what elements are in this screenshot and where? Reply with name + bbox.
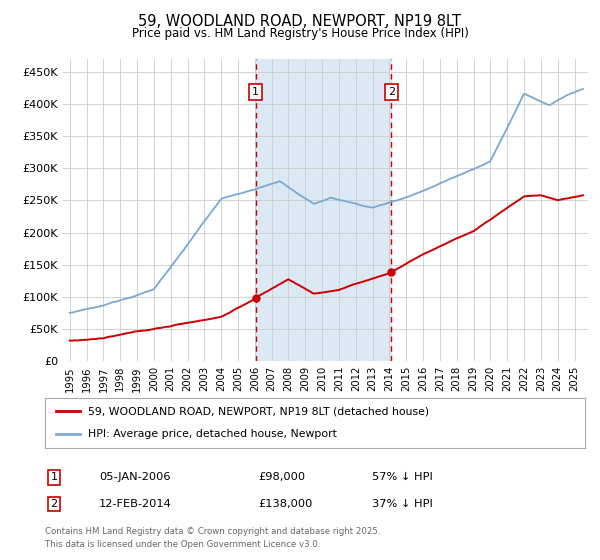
Text: £138,000: £138,000 <box>258 499 313 509</box>
Text: HPI: Average price, detached house, Newport: HPI: Average price, detached house, Newp… <box>88 430 337 440</box>
Bar <box>256 59 391 361</box>
Text: 59, WOODLAND ROAD, NEWPORT, NP19 8LT: 59, WOODLAND ROAD, NEWPORT, NP19 8LT <box>139 14 461 29</box>
Text: 57% ↓ HPI: 57% ↓ HPI <box>372 472 433 482</box>
Text: 1: 1 <box>50 472 58 482</box>
Text: £98,000: £98,000 <box>258 472 305 482</box>
Text: This data is licensed under the Open Government Licence v3.0.: This data is licensed under the Open Gov… <box>45 540 320 549</box>
Text: 05-JAN-2006: 05-JAN-2006 <box>99 472 170 482</box>
Text: 37% ↓ HPI: 37% ↓ HPI <box>372 499 433 509</box>
Text: 2: 2 <box>388 87 395 97</box>
Text: 2: 2 <box>50 499 58 509</box>
Text: Contains HM Land Registry data © Crown copyright and database right 2025.: Contains HM Land Registry data © Crown c… <box>45 528 380 536</box>
Text: Price paid vs. HM Land Registry's House Price Index (HPI): Price paid vs. HM Land Registry's House … <box>131 27 469 40</box>
Text: 59, WOODLAND ROAD, NEWPORT, NP19 8LT (detached house): 59, WOODLAND ROAD, NEWPORT, NP19 8LT (de… <box>88 406 430 416</box>
Text: 12-FEB-2014: 12-FEB-2014 <box>99 499 172 509</box>
Text: 1: 1 <box>252 87 259 97</box>
